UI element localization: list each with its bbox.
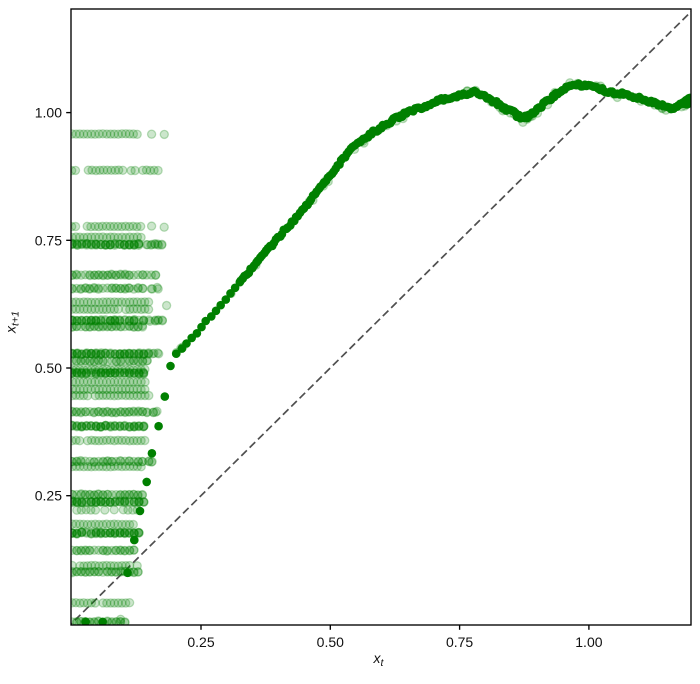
svg-text:0.50: 0.50 [35,360,62,376]
svg-text:0.25: 0.25 [187,634,214,650]
svg-text:0.25: 0.25 [35,488,62,504]
svg-text:1.00: 1.00 [575,634,602,650]
svg-text:1.00: 1.00 [35,105,62,121]
svg-text:0.75: 0.75 [35,232,62,248]
svg-text:0.75: 0.75 [446,634,473,650]
svg-text:0.50: 0.50 [317,634,344,650]
